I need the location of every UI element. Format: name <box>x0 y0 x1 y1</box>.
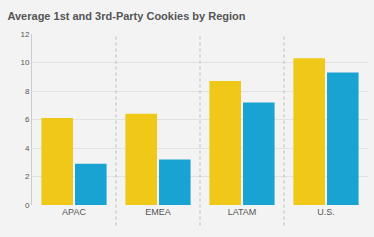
svg-text:12: 12 <box>20 30 29 39</box>
svg-text:8: 8 <box>25 87 30 96</box>
svg-text:2: 2 <box>25 172 30 181</box>
svg-text:APAC: APAC <box>62 207 86 217</box>
svg-text:10: 10 <box>20 58 29 67</box>
svg-text:LATAM: LATAM <box>228 207 257 217</box>
svg-text:Average 1st and 3rd-Party Cook: Average 1st and 3rd-Party Cookies by Reg… <box>7 10 245 22</box>
svg-text:U.S.: U.S. <box>317 207 335 217</box>
svg-text:4: 4 <box>25 144 30 153</box>
svg-text:EMEA: EMEA <box>145 207 171 217</box>
svg-text:6: 6 <box>25 115 30 124</box>
svg-text:0: 0 <box>25 201 30 210</box>
